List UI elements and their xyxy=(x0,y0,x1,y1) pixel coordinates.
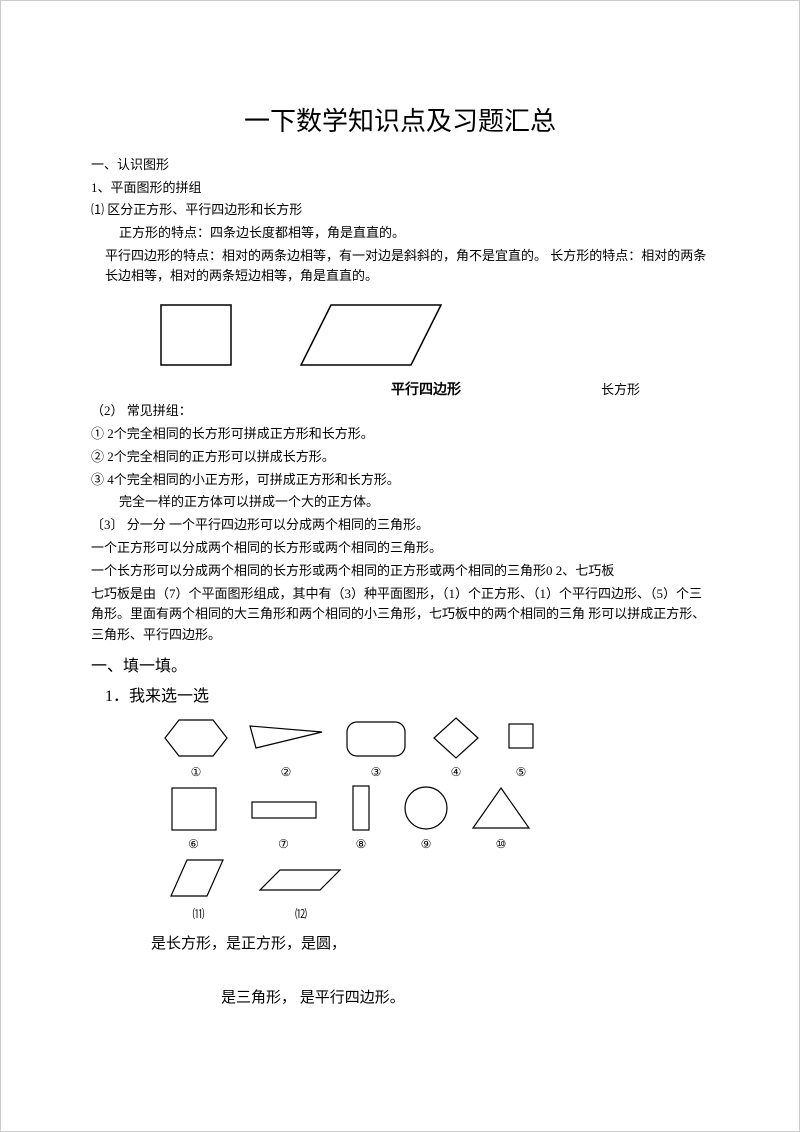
square-icon xyxy=(164,782,224,834)
text-p10: 〔3〕 分一分 一个平行四边形可以分成两个相同的三角形。 xyxy=(91,515,709,536)
shape-3: ③ xyxy=(331,714,421,780)
shape-10: ⑩ xyxy=(461,782,541,852)
shapes-row-2: ⑥ ⑦ ⑧ ⑨ xyxy=(151,782,709,852)
parallelogram-icon xyxy=(167,854,231,902)
shape-12: ⑿ xyxy=(246,854,356,922)
shape-num-10: ⑩ xyxy=(496,837,507,852)
rounded-rect-icon xyxy=(341,714,411,762)
shapes-example-row xyxy=(91,295,709,375)
triangle-icon xyxy=(469,782,533,834)
shape-labels-row: 平行四边形 长方形 xyxy=(91,379,709,401)
flat-parallelogram-icon xyxy=(256,854,346,902)
small-square-icon xyxy=(501,714,541,762)
section-2-sub1: 1．我来选一选 xyxy=(91,682,709,706)
shape-7: ⑦ xyxy=(236,782,331,852)
answer-line-1: 是长方形，是正方形，是圆， xyxy=(91,932,709,956)
shape-6: ⑥ xyxy=(151,782,236,852)
shape-11: ⑾ xyxy=(151,854,246,922)
text-p8: ③ 4个完全相同的小正方形，可拼成正方形和长方形。 xyxy=(91,470,709,491)
shape-num-3: ③ xyxy=(371,765,382,780)
shape-num-9: ⑨ xyxy=(421,837,432,852)
shape-num-6: ⑥ xyxy=(188,837,199,852)
text-p12: 一个长方形可以分成两个相同的长方形或两个相同的正方形或两个相同的三角形0 2、七… xyxy=(91,561,709,582)
flat-rect-icon xyxy=(244,782,324,834)
shapes-grid: ① ② ③ ④ xyxy=(91,714,709,922)
hexagon-icon xyxy=(161,714,231,762)
shapes-row-3: ⑾ ⑿ xyxy=(151,854,709,922)
label-rectangle: 长方形 xyxy=(601,379,640,398)
long-triangle-icon xyxy=(246,714,326,762)
page-title: 一下数学知识点及习题汇总 xyxy=(91,101,709,138)
shape-num-12: ⑿ xyxy=(295,905,307,922)
tall-rect-icon xyxy=(341,782,381,834)
text-p11: 一个正方形可以分成两个相同的长方形或两个相同的三角形。 xyxy=(91,538,709,559)
text-p3: 正方形的特点：四条边长度都相等，角是直直的。 xyxy=(91,223,709,244)
section-1-heading: 一、认识图形 xyxy=(91,154,709,173)
section-1-sub1: 1、平面图形的拼组 xyxy=(91,177,709,196)
section-2-heading: 一、填一填。 xyxy=(91,652,709,676)
diamond-icon xyxy=(430,714,482,762)
text-p7: ② 2个完全相同的正方形可以拼成长方形。 xyxy=(91,447,709,468)
shape-4: ④ xyxy=(421,714,491,780)
document-page: 一下数学知识点及习题汇总 一、认识图形 1、平面图形的拼组 ⑴ 区分正方形、平行… xyxy=(1,1,799,1050)
shape-num-8: ⑧ xyxy=(356,837,367,852)
shape-9: ⑨ xyxy=(391,782,461,852)
shape-1: ① xyxy=(151,714,241,780)
shape-8: ⑧ xyxy=(331,782,391,852)
shape-2: ② xyxy=(241,714,331,780)
text-p5: （2） 常见拼组： xyxy=(91,401,709,422)
text-p2: ⑴ 区分正方形、平行四边形和长方形 xyxy=(91,200,709,221)
shape-num-11: ⑾ xyxy=(192,905,204,922)
text-p4: 平行四边形的特点：相对的两条边相等，有一对边是斜斜的，角不是宜直的。 长方形的特… xyxy=(91,246,709,288)
shapes-row-1: ① ② ③ ④ xyxy=(151,714,709,780)
shape-5: ⑤ xyxy=(491,714,551,780)
shape-num-5: ⑤ xyxy=(516,765,527,780)
answer-line-2: 是三角形， 是平行四边形。 xyxy=(91,986,709,1010)
shape-num-2: ② xyxy=(281,765,292,780)
shape-num-4: ④ xyxy=(451,765,462,780)
label-parallelogram: 平行四边形 xyxy=(391,379,461,399)
shape-num-1: ① xyxy=(191,765,202,780)
text-p9: 完全一样的正方体可以拼成一个大的正方体。 xyxy=(91,492,709,513)
square-and-parallelogram-svg xyxy=(91,295,711,375)
text-p6: ① 2个完全相同的长方形可拼成正方形和长方形。 xyxy=(91,424,709,445)
shape-num-7: ⑦ xyxy=(278,837,289,852)
circle-icon xyxy=(400,782,452,834)
text-p13: 七巧板是由（7）个平面图形组成，其中有（3）种平面图形，（1）个正方形、（1）个… xyxy=(91,584,709,646)
